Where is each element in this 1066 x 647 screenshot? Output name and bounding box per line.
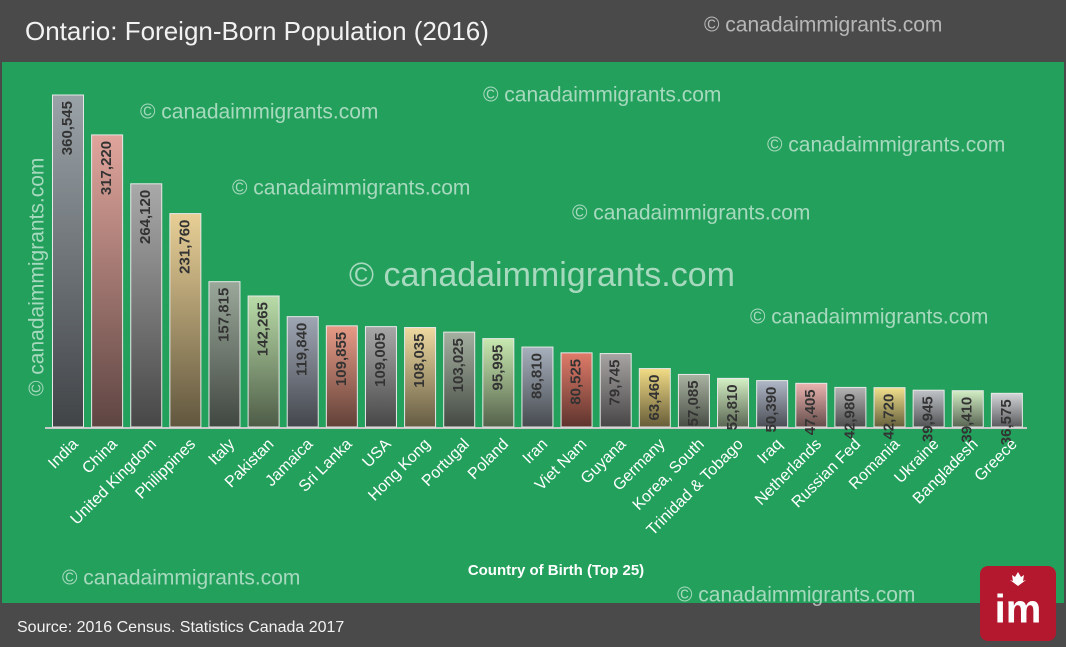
- logo-text: im: [995, 588, 1042, 632]
- value-label: 360,545: [59, 101, 76, 155]
- value-label: 42,980: [841, 393, 858, 439]
- bar: [208, 281, 241, 428]
- watermark: © canadaimmigrants.com: [704, 14, 942, 37]
- value-label: 42,720: [880, 394, 897, 440]
- logo-badge: [980, 566, 1056, 641]
- value-label: 79,745: [607, 360, 624, 406]
- watermark: © canadaimmigrants.com: [572, 202, 810, 225]
- value-label: 47,405: [802, 389, 819, 435]
- value-label: 63,460: [646, 375, 663, 421]
- bar: [717, 377, 750, 428]
- watermark: © canadaimmigrants.com: [62, 567, 300, 590]
- value-label: 142,265: [255, 302, 272, 356]
- value-label: 264,120: [137, 190, 154, 244]
- watermark: © canadaimmigrants.com: [349, 256, 735, 294]
- bar: [91, 134, 124, 428]
- bar: [912, 389, 945, 428]
- bar: [873, 387, 906, 428]
- watermark: © canadaimmigrants.com: [483, 84, 721, 107]
- watermark: © canadaimmigrants.com: [26, 158, 49, 396]
- value-label: 108,035: [411, 334, 428, 388]
- bar: [638, 368, 671, 428]
- source: Source: 2016 Census. Statistics Canada 2…: [17, 619, 344, 636]
- value-label: 39,410: [959, 397, 976, 443]
- bar: [795, 382, 828, 428]
- value-label: 157,815: [215, 288, 232, 342]
- bar: [560, 352, 593, 428]
- watermark: © canadaimmigrants.com: [677, 584, 915, 607]
- value-label: 36,575: [998, 399, 1015, 445]
- watermark: © canadaimmigrants.com: [140, 101, 378, 124]
- bar: [130, 183, 163, 428]
- value-label: 57,085: [685, 380, 702, 426]
- bar: [834, 386, 867, 428]
- value-label: 103,025: [450, 338, 467, 392]
- bar: [364, 326, 397, 428]
- watermark: © canadaimmigrants.com: [767, 134, 1005, 157]
- value-label: 52,810: [724, 384, 741, 430]
- bar: [404, 327, 437, 428]
- value-label: 86,810: [528, 353, 545, 399]
- bar: [521, 346, 554, 428]
- value-label: 231,760: [176, 220, 193, 274]
- value-label: 317,220: [98, 141, 115, 195]
- bar: [677, 373, 710, 428]
- bar: [286, 316, 319, 428]
- bar: [482, 338, 515, 428]
- x-axis-title: Country of Birth (Top 25): [468, 562, 644, 579]
- bar: [443, 331, 476, 428]
- bar: [325, 325, 358, 428]
- bar: [990, 392, 1023, 428]
- watermark: © canadaimmigrants.com: [232, 177, 470, 200]
- bar: [247, 295, 280, 428]
- bar: [169, 213, 202, 428]
- bar: [52, 94, 84, 428]
- value-label: 50,390: [763, 387, 780, 433]
- value-label: 119,840: [294, 323, 311, 376]
- value-label: 109,005: [372, 333, 389, 387]
- value-label: 95,995: [489, 345, 506, 391]
- bar: [756, 380, 789, 428]
- value-label: 109,855: [333, 332, 350, 386]
- chart-title: Ontario: Foreign-Born Population (2016): [25, 16, 489, 46]
- watermark: © canadaimmigrants.com: [750, 306, 988, 329]
- watermarks: © canadaimmigrants.com © canadaimmigrant…: [26, 14, 1006, 607]
- bar: [599, 353, 632, 428]
- value-label: 39,945: [920, 396, 937, 442]
- maple-leaf: [1010, 572, 1026, 586]
- value-label: 80,525: [568, 359, 585, 405]
- bar: [951, 390, 984, 428]
